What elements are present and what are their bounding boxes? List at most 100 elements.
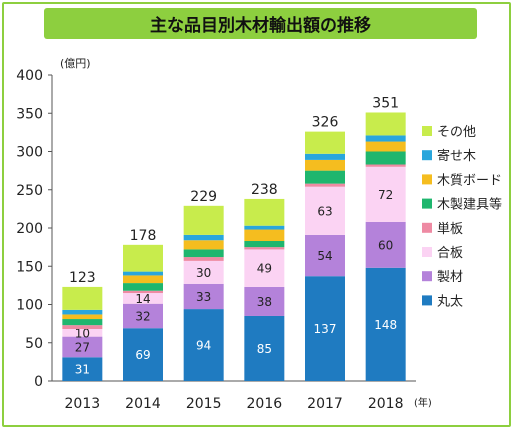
bar-total-label: 238	[251, 182, 278, 198]
y-tick-label: 150	[16, 259, 43, 275]
legend-label: 木質ボード	[437, 173, 502, 188]
x-tick-label: 2017	[307, 396, 343, 412]
legend-label: 丸太	[437, 294, 463, 309]
x-tick-label: 2014	[125, 396, 161, 412]
legend-label: 単板	[437, 221, 463, 237]
bar-segment	[244, 225, 285, 230]
bar-segment	[123, 275, 163, 284]
bar-value-label: 148	[374, 318, 397, 332]
bar-segment	[123, 283, 163, 291]
bar-segment	[244, 247, 285, 250]
chart-title: 主な品目別木材輸出額の推移	[150, 16, 371, 36]
bar-segment	[183, 309, 224, 381]
bar-total-label: 326	[312, 115, 339, 131]
bar-segment	[183, 260, 224, 284]
bar-value-label: 14	[135, 292, 150, 306]
y-tick-label: 100	[16, 298, 43, 314]
legend-label: その他	[437, 125, 476, 140]
bar-segment	[62, 328, 103, 337]
bar-segment	[365, 135, 406, 142]
bar-value-label: 32	[135, 309, 150, 323]
legend-label: 合板	[437, 246, 463, 261]
x-tick-label: 2016	[247, 396, 283, 412]
bar-total-label: 351	[372, 95, 399, 111]
legend-swatch	[422, 198, 432, 209]
bar-segment	[62, 319, 103, 326]
bar-segment	[305, 276, 345, 381]
legend-swatch	[422, 174, 432, 185]
y-unit-label: (億円)	[60, 57, 91, 70]
bar-segment	[123, 271, 163, 276]
x-tick-label: 2018	[368, 396, 404, 412]
bar-segment	[365, 164, 406, 167]
legend-swatch	[422, 150, 432, 161]
bar-segment	[123, 244, 163, 272]
bar-value-label: 63	[317, 204, 332, 218]
legend-label: 寄せ木	[437, 148, 476, 164]
bar-segment	[62, 286, 103, 310]
bar-segment	[183, 205, 224, 235]
bar-segment	[365, 112, 406, 136]
bar-segment	[123, 290, 163, 294]
bar-segment	[365, 166, 406, 222]
legend-swatch	[422, 295, 432, 306]
bar-segment	[305, 170, 345, 184]
bar-segment	[244, 198, 285, 226]
bar-segment	[62, 314, 103, 320]
legend-label: 製材	[437, 270, 463, 285]
bar-segment	[244, 286, 285, 316]
bar-segment	[183, 240, 224, 250]
bar-value-label: 30	[196, 266, 211, 280]
y-tick-label: 400	[16, 68, 43, 84]
bar-value-label: 10	[75, 326, 90, 340]
x-tick-label: 2015	[186, 396, 222, 412]
y-tick-label: 250	[16, 183, 43, 199]
bar-segment	[123, 328, 163, 381]
bar-total-label: 229	[190, 189, 217, 205]
bar-segment	[365, 141, 406, 152]
bar-segment	[305, 186, 345, 235]
legend-swatch	[422, 247, 432, 257]
bar-segment	[305, 234, 345, 277]
legend-swatch	[422, 126, 432, 136]
bar-segment	[183, 283, 224, 310]
legend-label: 木製建具等	[437, 197, 502, 213]
legend-swatch	[422, 271, 432, 282]
bar-segment	[365, 221, 406, 268]
bar-value-label: 27	[75, 340, 90, 354]
bar-segment	[244, 229, 285, 242]
y-tick-label: 300	[16, 145, 43, 161]
bar-segment	[244, 315, 285, 381]
bar-value-label: 137	[314, 322, 337, 336]
bar-total-label: 178	[130, 228, 157, 244]
bar-value-label: 31	[75, 363, 90, 377]
bar-segment	[62, 309, 103, 315]
bar-segment	[123, 303, 163, 329]
bar-segment	[244, 241, 285, 248]
bar-segment	[62, 325, 103, 329]
title-box: 主な品目別木材輸出額の推移	[44, 8, 477, 39]
y-tick-label: 200	[16, 221, 43, 237]
bar-total-label: 123	[69, 270, 96, 286]
bar-value-label: 60	[378, 238, 393, 252]
x-tick-label: 2013	[65, 396, 101, 412]
bar-segment	[62, 336, 103, 358]
bar-value-label: 49	[257, 262, 272, 276]
y-tick-label: 50	[25, 336, 43, 352]
x-unit-label: (年)	[414, 396, 432, 409]
bar-value-label: 72	[378, 188, 393, 202]
bar-value-label: 38	[257, 295, 272, 309]
legend-swatch	[422, 222, 432, 233]
bar-value-label: 94	[196, 339, 211, 353]
bar-value-label: 85	[257, 342, 272, 356]
bar-segment	[244, 249, 285, 287]
bar-value-label: 33	[196, 290, 211, 304]
y-tick-label: 0	[34, 374, 43, 390]
bar-segment	[305, 159, 345, 171]
bar-value-label: 54	[317, 249, 332, 263]
bar-segment	[305, 183, 345, 187]
bar-segment	[183, 249, 224, 258]
bar-value-label: 69	[135, 348, 150, 362]
bar-segment	[183, 257, 224, 261]
